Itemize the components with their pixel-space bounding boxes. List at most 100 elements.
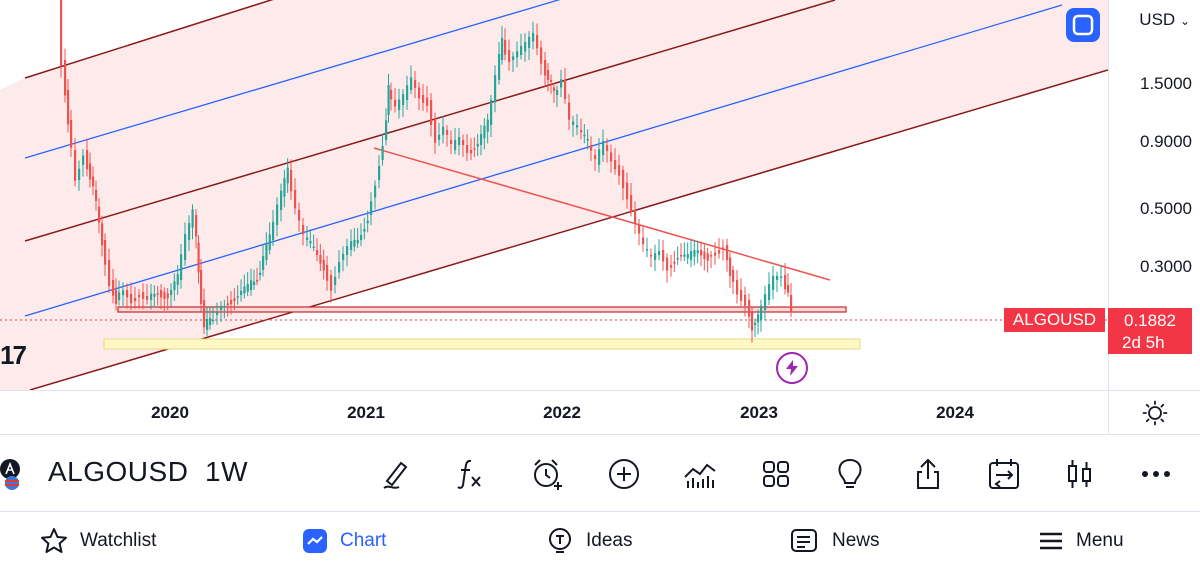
channel-line-upper [24,0,274,79]
candle-body [197,242,200,273]
candle-body [772,275,775,290]
chevron-down-icon: ⌄ [1179,14,1190,28]
lightning-icon [786,360,798,376]
chart-settings-button[interactable] [1108,390,1200,434]
candle-body [370,201,373,215]
drawing-tool-button[interactable] [376,454,416,494]
candle-body [718,250,721,254]
candle-body [580,130,583,133]
nav-watchlist[interactable]: Watchlist [40,518,156,564]
candle-body [520,45,523,55]
more-button[interactable] [1136,454,1176,494]
candle-body [462,140,465,146]
candle-body [524,42,527,52]
candle-body [498,54,501,80]
candle-body [67,90,70,125]
candle-body [280,190,283,210]
candle-body [714,252,717,256]
candle-body [450,140,453,145]
candle-body [220,305,223,310]
candle-body [598,149,601,165]
candle-body [356,239,359,244]
candle-body [560,79,563,88]
compare-icon [989,459,1019,489]
event-flash-icon[interactable] [776,352,808,384]
candle-icon [1068,460,1091,488]
candle-body [394,100,397,107]
candle-body [426,97,429,106]
candle-body [540,47,543,64]
candle-body [614,160,617,170]
candle-body [768,284,771,300]
candle-body [764,294,767,310]
candle-body [680,255,683,257]
candles-button[interactable] [1060,454,1100,494]
symbol-selector[interactable]: ALGOUSD 1W [48,456,248,488]
candle-body [276,204,279,225]
currency-label: USD [1139,10,1176,29]
candle-body [176,274,179,285]
candle-body [438,134,441,140]
ideas-tool-button[interactable] [830,454,870,494]
candle-body [406,85,409,100]
candle-body [200,270,203,304]
add-button[interactable] [604,454,644,494]
time-axis[interactable]: 2020 2021 2022 2023 2024 [0,390,1108,434]
candle-body [630,195,633,212]
chart-canvas[interactable]: 17 [0,0,1108,390]
nav-news[interactable]: News [790,518,880,564]
candle-body [338,261,341,273]
candle-body [553,87,556,91]
candle-body [64,60,67,96]
candle-body [246,284,249,292]
candle-body [298,210,301,221]
chart-type-button[interactable] [680,454,720,494]
candle-body [60,0,63,66]
candle-body [454,139,457,150]
candle-body [736,280,739,295]
candle-body [92,176,95,187]
alert-button[interactable] [528,454,568,494]
candle-body [316,250,319,256]
candle-body [740,290,743,301]
nav-ideas[interactable]: Ideas [546,518,632,564]
candle-body [760,305,763,320]
nav-news-label: News [832,530,880,551]
candle-body [757,314,760,323]
candle-body [626,182,629,200]
candle-body [666,257,669,271]
nav-menu[interactable]: Menu [1038,518,1124,564]
candle-body [726,245,729,261]
layout-button[interactable] [756,454,796,494]
candle-body [122,290,125,295]
indicators-button[interactable] [450,454,490,494]
indicator-icon [684,463,716,488]
candle-body [547,70,550,80]
fullscreen-button[interactable] [1066,8,1100,42]
candle-body [442,126,445,135]
interval-label[interactable]: 1W [205,456,248,487]
time-tick: 2023 [740,403,778,422]
symbol-name: ALGOUSD [48,456,189,487]
nav-chart[interactable]: Chart [302,518,386,564]
candle-body [262,256,265,270]
ideas-icon [549,528,571,553]
candle-body [751,312,754,331]
candle-body [385,120,388,140]
candle-body [209,318,212,325]
candle-body [150,293,153,300]
candle-body [654,253,657,260]
price-chart-svg[interactable] [0,0,1108,390]
currency-selector[interactable]: USD ⌄ [1139,10,1190,30]
share-button[interactable] [908,454,948,494]
candle-body [564,80,567,100]
hamburger-menu-icon [1040,532,1062,550]
share-icon [917,458,939,489]
candle-body [112,280,115,296]
candle-body [434,120,437,143]
replay-button[interactable] [984,454,1024,494]
candle-body [86,150,89,170]
bottom-navigation [0,512,1200,570]
candle-body [776,275,779,280]
channel-line-lower [29,69,1108,390]
